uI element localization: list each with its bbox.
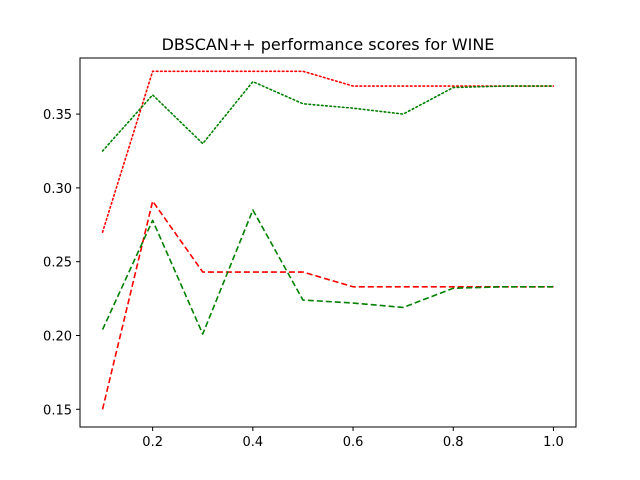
plot-area-frame bbox=[79, 57, 577, 428]
x-tick-label: 0.6 bbox=[343, 435, 364, 450]
x-tick-label: 0.8 bbox=[443, 435, 464, 450]
series-layer bbox=[101, 70, 555, 410]
x-axis: 0.2 0.4 0.6 0.8 1.0 bbox=[142, 427, 564, 450]
y-tick-label: 0.30 bbox=[43, 182, 72, 197]
chart-title: DBSCAN++ performance scores for WINE bbox=[162, 35, 495, 54]
x-tick-label: 1.0 bbox=[543, 435, 564, 450]
y-tick-label: 0.35 bbox=[43, 108, 72, 123]
series-line-4-dashed bbox=[101, 209, 554, 335]
y-axis: 0.15 0.20 0.25 0.30 0.35 bbox=[43, 108, 80, 418]
x-tick-label: 0.4 bbox=[243, 435, 264, 450]
y-tick-label: 0.25 bbox=[43, 256, 72, 271]
series-line-2-dotted bbox=[101, 80, 555, 152]
x-tick-label: 0.2 bbox=[142, 435, 163, 450]
y-tick-label: 0.15 bbox=[43, 403, 72, 418]
y-tick-label: 0.20 bbox=[43, 329, 72, 344]
